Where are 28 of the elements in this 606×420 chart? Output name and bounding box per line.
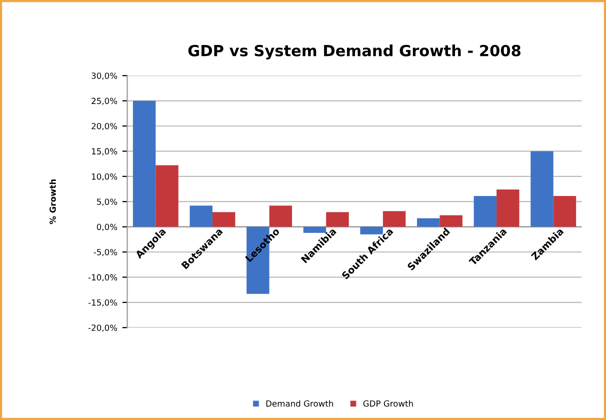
bar [474, 196, 497, 227]
y-tick-label: -20,0% [88, 324, 118, 332]
y-tick-label: -15,0% [88, 299, 118, 307]
legend-label: GDP Growth [363, 400, 413, 407]
bar [132, 100, 156, 227]
y-tick-label: 15,0% [92, 148, 118, 156]
bar [326, 212, 349, 227]
y-tick-label: 10,0% [92, 173, 118, 181]
bar [269, 206, 292, 227]
chart-title: GDP vs System Demand Growth - 2008 [188, 44, 520, 60]
bar [553, 196, 576, 227]
bar [190, 206, 212, 227]
bar [440, 215, 462, 227]
y-axis-title: % Growth [49, 179, 56, 224]
y-tick-label: 20,0% [92, 122, 118, 130]
bar [417, 218, 440, 227]
y-tick-label: 5,0% [97, 198, 118, 206]
bar [212, 212, 236, 227]
bar [382, 211, 406, 227]
y-tick-label: 30,0% [92, 72, 118, 80]
bar [156, 165, 178, 227]
y-tick-label: -5,0% [94, 248, 118, 256]
y-tick-label: -10,0% [88, 274, 118, 282]
y-tick-label: 25,0% [92, 98, 118, 105]
bar [530, 151, 554, 227]
legend-label: Demand Growth [266, 400, 333, 407]
y-tick-label: 0,0% [96, 224, 118, 231]
bar [496, 190, 520, 227]
